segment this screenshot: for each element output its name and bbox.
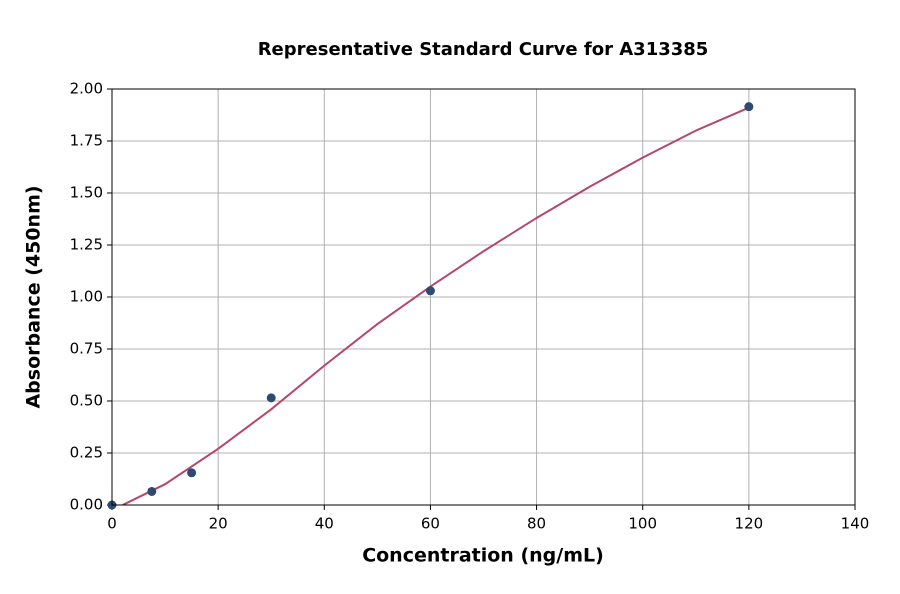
y-tick-label: 0.25	[70, 444, 103, 462]
x-axis-label: Concentration (ng/mL)	[362, 545, 604, 567]
y-tick-label: 2.00	[70, 80, 103, 98]
x-tick-label: 120	[735, 515, 764, 533]
y-tick-label: 0.75	[70, 340, 103, 358]
data-point	[425, 286, 435, 296]
y-tick-label: 1.00	[70, 288, 103, 306]
x-tick-label: 20	[209, 515, 228, 533]
chart-title: Representative Standard Curve for A31338…	[258, 39, 709, 60]
x-tick-label: 80	[527, 515, 546, 533]
y-axis-label: Absorbance (450nm)	[23, 185, 45, 408]
x-tick-label: 40	[315, 515, 334, 533]
data-point	[266, 393, 276, 403]
fit-curve	[122, 106, 750, 505]
y-tick-label: 1.50	[70, 184, 103, 202]
y-tick-label: 1.25	[70, 236, 103, 254]
x-tick-label: 100	[628, 515, 657, 533]
y-tick-label: 1.75	[70, 132, 103, 150]
x-tick-label: 60	[421, 515, 440, 533]
plot-frame	[111, 88, 856, 506]
x-tick-label: 140	[841, 515, 870, 533]
x-tick-label: 0	[107, 515, 117, 533]
y-tick-label: 0.50	[70, 392, 103, 410]
data-point	[147, 486, 157, 496]
data-point	[187, 468, 197, 478]
data-point	[744, 102, 754, 112]
y-tick-label: 0.00	[70, 496, 103, 514]
